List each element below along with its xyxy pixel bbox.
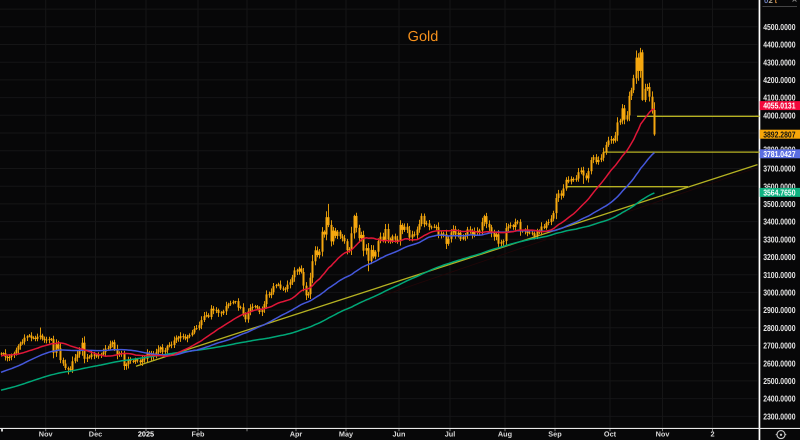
svg-text:2800.0000: 2800.0000 [763,323,795,333]
svg-text:4200.0000: 4200.0000 [763,75,795,85]
svg-text:t: t [775,0,778,5]
svg-text:2400.0000: 2400.0000 [763,394,795,404]
svg-text:3564.7650: 3564.7650 [763,188,795,198]
svg-text:0: 0 [764,0,769,5]
svg-text:3500.0000: 3500.0000 [763,199,795,209]
svg-text:4500.0000: 4500.0000 [763,22,795,32]
svg-text:2300.0000: 2300.0000 [763,412,795,422]
svg-text:2: 2 [710,430,714,439]
svg-text:Nov: Nov [656,430,671,439]
svg-text:Feb: Feb [192,430,206,439]
svg-text:3200.0000: 3200.0000 [763,252,795,262]
svg-text:Jul: Jul [445,430,456,439]
svg-text:4400.0000: 4400.0000 [763,40,795,50]
svg-text:2: 2 [769,0,774,5]
svg-text:Sep: Sep [548,430,562,439]
svg-text:4100.0000: 4100.0000 [763,93,795,103]
svg-text:3300.0000: 3300.0000 [763,234,795,244]
svg-text:3100.0000: 3100.0000 [763,270,795,280]
svg-text:3892.2807: 3892.2807 [763,129,795,139]
svg-text:3600.0000: 3600.0000 [763,181,795,191]
svg-text:Nov: Nov [39,430,54,439]
svg-text:May: May [339,430,354,439]
svg-text:Gold: Gold [408,29,439,45]
svg-text:3700.0000: 3700.0000 [763,164,795,174]
svg-text:3000.0000: 3000.0000 [763,288,795,298]
svg-text:2025: 2025 [138,430,154,439]
svg-text:3400.0000: 3400.0000 [763,217,795,227]
svg-text:2500.0000: 2500.0000 [763,376,795,386]
svg-text:4055.0131: 4055.0131 [763,101,795,111]
svg-text:Apr: Apr [290,430,303,439]
svg-text:Aug: Aug [498,430,512,439]
svg-text:3781.0427: 3781.0427 [763,149,795,159]
svg-text:4000.0000: 4000.0000 [763,110,795,120]
svg-text:Jun: Jun [393,430,406,439]
svg-text:Oct: Oct [604,430,617,439]
svg-text:2900.0000: 2900.0000 [763,305,795,315]
svg-text:2700.0000: 2700.0000 [763,341,795,351]
svg-text:2600.0000: 2600.0000 [763,358,795,368]
svg-text:Dec: Dec [89,430,102,439]
svg-text:4300.0000: 4300.0000 [763,57,795,67]
